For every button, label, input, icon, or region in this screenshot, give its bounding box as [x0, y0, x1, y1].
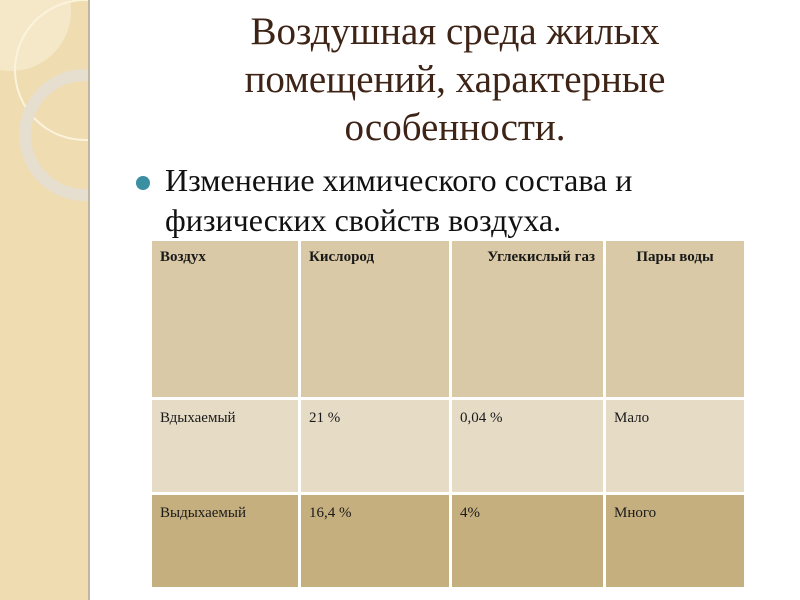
- table-cell: Вдыхаемый: [149, 397, 301, 495]
- air-composition-table: Воздух Кислород Углекислый газ Пары воды…: [149, 238, 747, 590]
- table-cell: 16,4 %: [298, 492, 452, 590]
- table-cell: Много: [603, 492, 747, 590]
- decorative-sidebar: [0, 0, 90, 600]
- bullet-icon: [136, 176, 150, 190]
- table-row: Выдыхаемый 16,4 % 4% Много: [149, 492, 747, 590]
- header-cell: Кислород: [298, 238, 452, 400]
- header-cell: Углекислый газ: [449, 238, 606, 400]
- slide-title: Воздушная среда жилых помещений, характе…: [244, 10, 666, 149]
- table-cell: 0,04 %: [449, 397, 606, 495]
- header-cell: Воздух: [149, 238, 301, 400]
- table-cell: Выдыхаемый: [149, 492, 301, 590]
- decorative-circles-icon: [0, 0, 88, 201]
- header-cell: Пары воды: [603, 238, 747, 400]
- bullet-text: Изменение химического состава и физическ…: [165, 162, 633, 238]
- table-cell: Мало: [603, 397, 747, 495]
- table-cell: 21 %: [298, 397, 452, 495]
- table-row: Вдыхаемый 21 % 0,04 % Мало: [149, 397, 747, 495]
- table-header-row: Воздух Кислород Углекислый газ Пары воды: [149, 238, 747, 400]
- table-cell: 4%: [449, 492, 606, 590]
